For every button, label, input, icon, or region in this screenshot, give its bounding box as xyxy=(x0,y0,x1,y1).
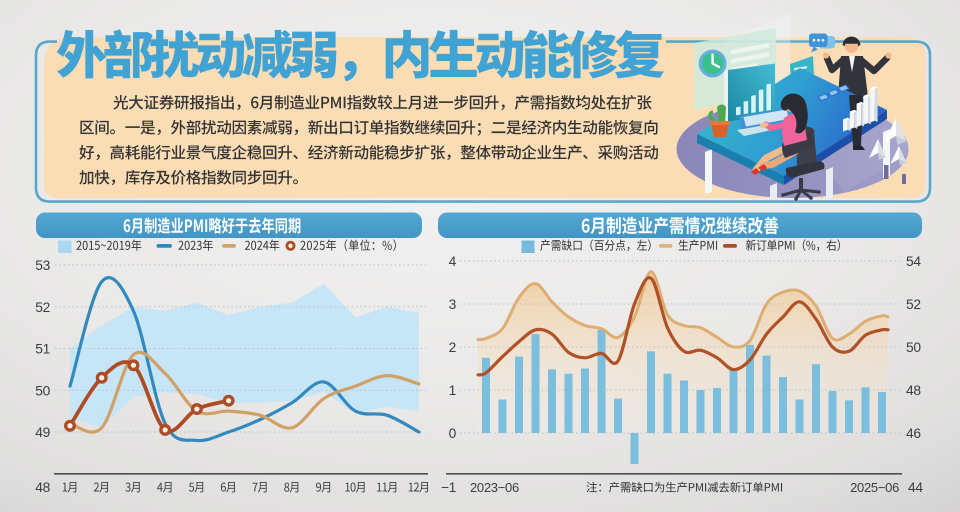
svg-text:52: 52 xyxy=(906,297,921,312)
svg-text:50: 50 xyxy=(906,340,921,355)
svg-text:53: 53 xyxy=(35,258,50,273)
svg-text:52: 52 xyxy=(35,300,50,315)
svg-text:50: 50 xyxy=(35,383,50,398)
svg-text:0: 0 xyxy=(449,426,457,441)
svg-text:−1: −1 xyxy=(441,480,456,495)
svg-text:48: 48 xyxy=(906,383,921,398)
svg-text:46: 46 xyxy=(906,426,921,441)
svg-text:3: 3 xyxy=(449,297,457,312)
svg-text:1: 1 xyxy=(449,383,456,398)
svg-text:2023−06: 2023−06 xyxy=(470,480,519,495)
svg-text:2: 2 xyxy=(449,340,456,355)
svg-text:51: 51 xyxy=(35,342,50,357)
svg-text:48: 48 xyxy=(35,480,50,495)
svg-text:4: 4 xyxy=(449,254,457,269)
svg-text:44: 44 xyxy=(908,480,923,495)
svg-text:2025−06: 2025−06 xyxy=(850,480,899,495)
svg-text:54: 54 xyxy=(906,254,921,269)
svg-text:49: 49 xyxy=(35,425,50,440)
